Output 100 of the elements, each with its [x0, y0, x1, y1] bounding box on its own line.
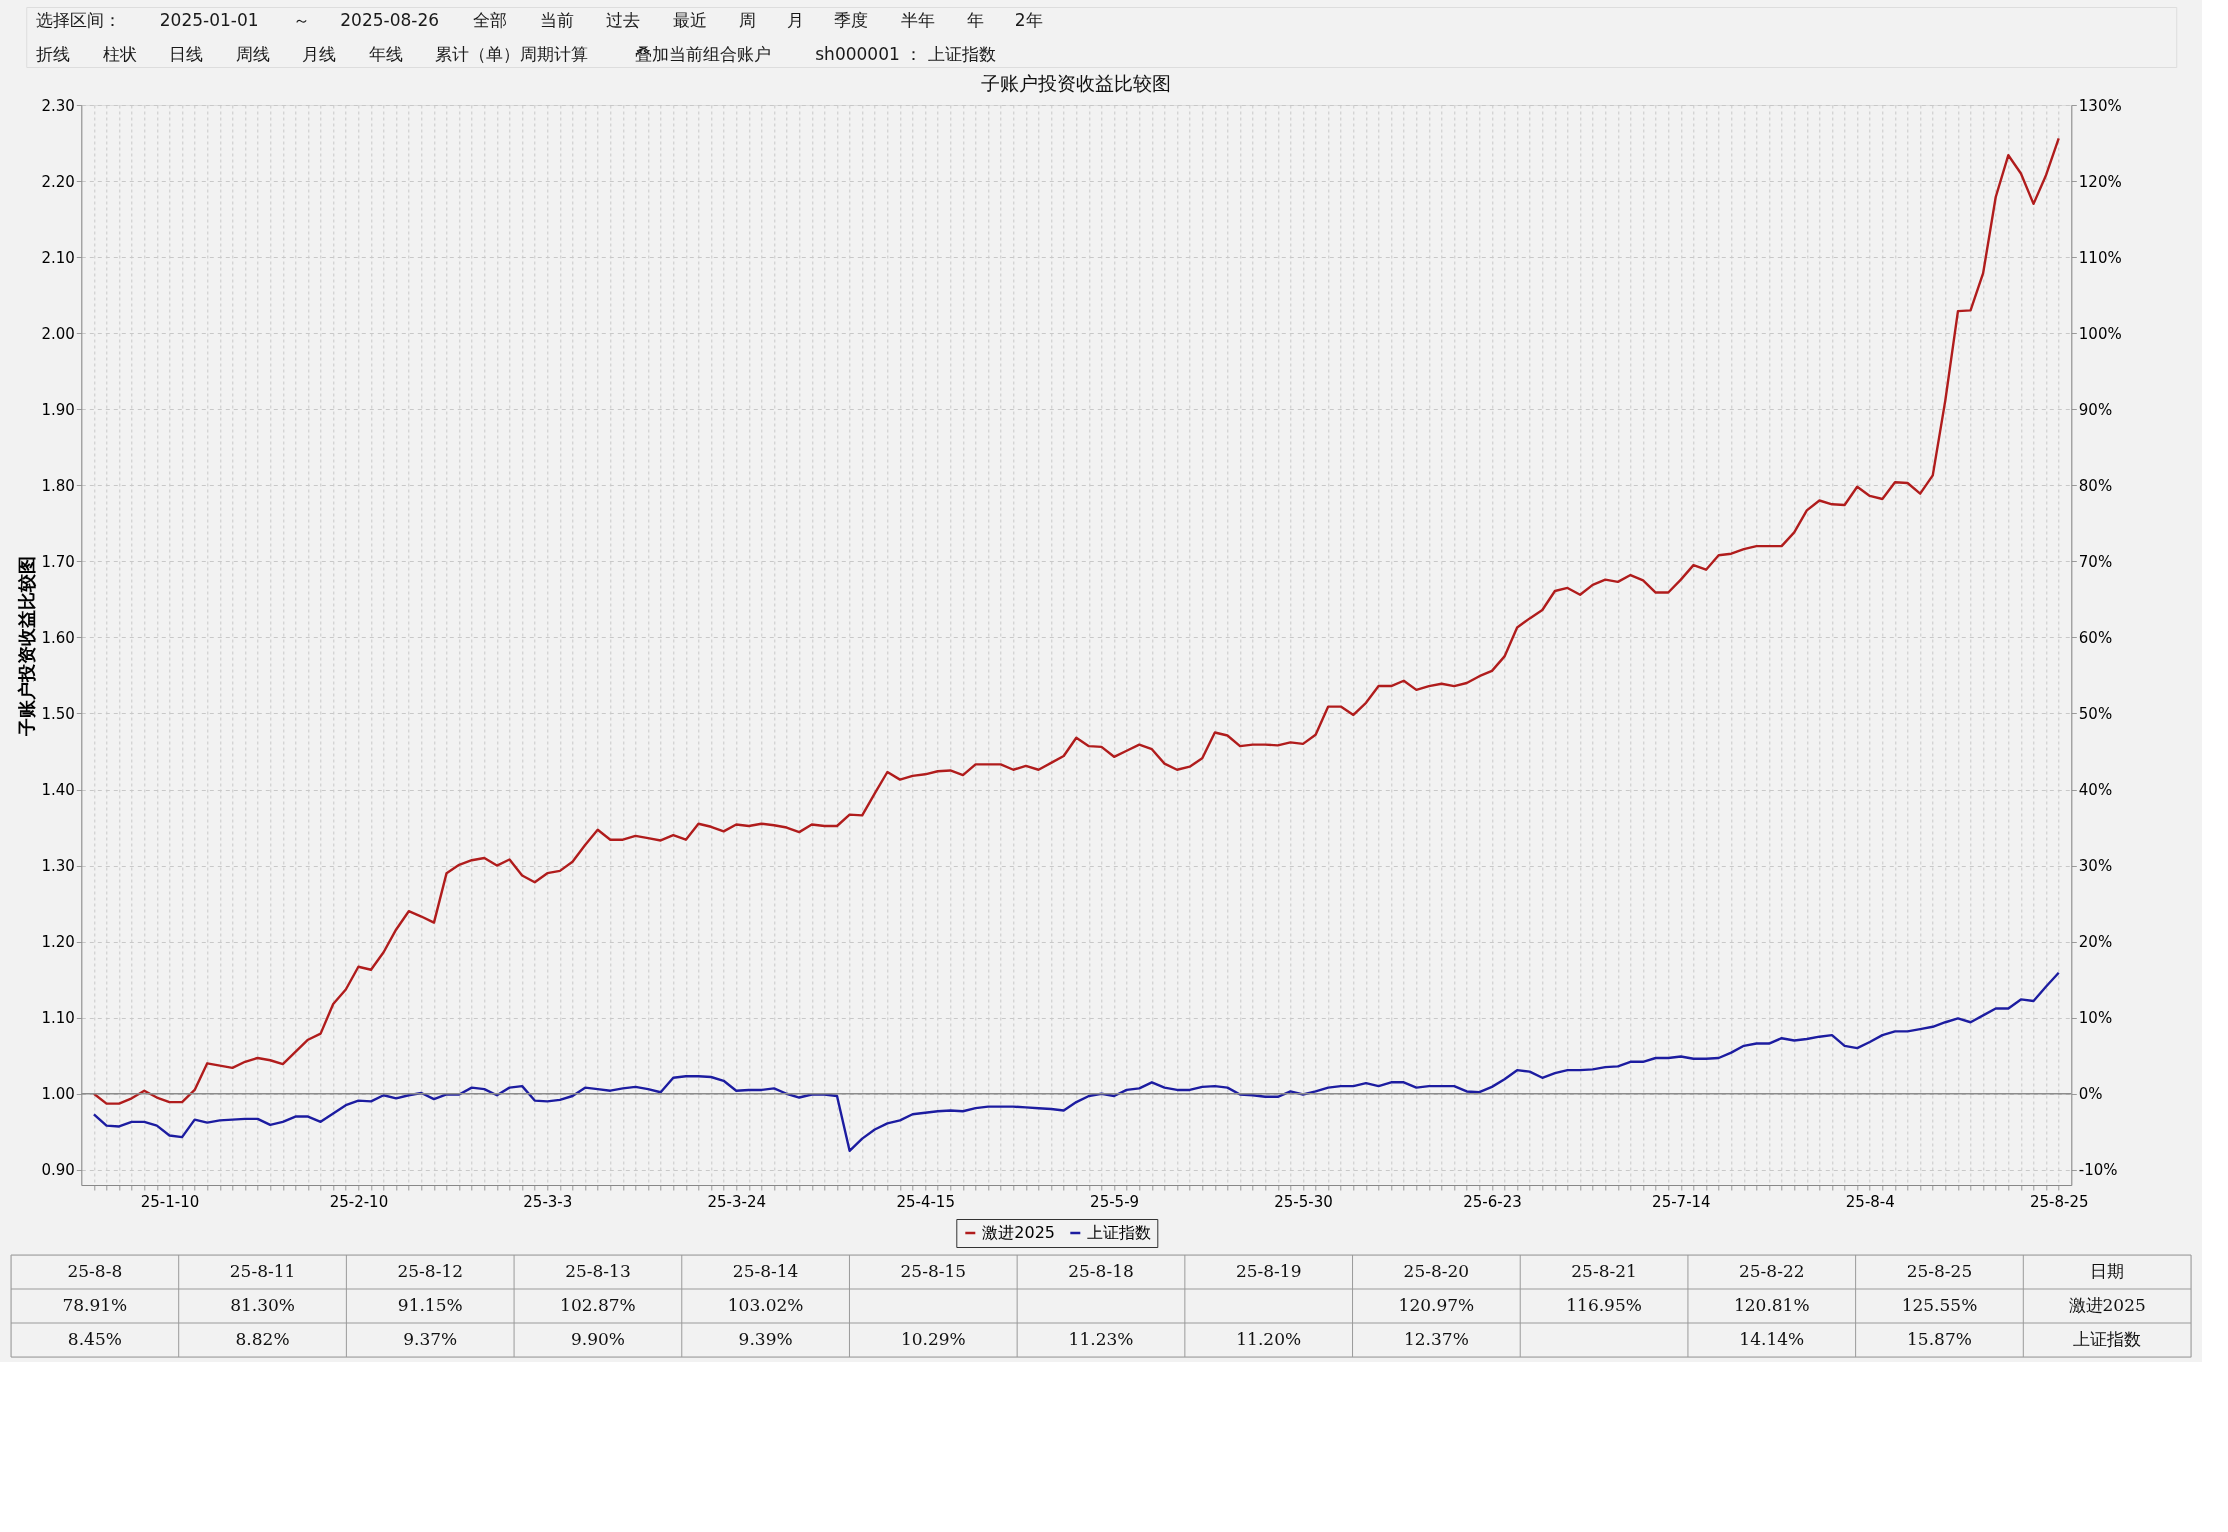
y2-tick-label: 80%	[2078, 476, 2113, 495]
x-tick-label: 25-3-3	[523, 1192, 573, 1211]
y2-tick-label: 120%	[2078, 172, 2122, 191]
data-label: 11.20%	[1236, 1329, 1302, 1349]
y-axis-title: 子账户投资收益比较图	[16, 555, 38, 737]
text: 2025-08-26	[340, 10, 440, 30]
x-tick-label: 25-7-14	[1652, 1192, 1711, 1211]
data-label: 125.55%	[1901, 1295, 1978, 1315]
line-series	[92, 971, 2060, 1152]
data-label: 91.15%	[397, 1295, 463, 1315]
category-label: 25-8-14	[732, 1261, 799, 1281]
data-label: 14.14%	[1739, 1329, 1805, 1349]
text: 最近	[672, 10, 707, 30]
text: 月线	[302, 44, 337, 64]
text: 2年	[1014, 10, 1043, 30]
text: 月	[786, 10, 804, 30]
line-series	[92, 137, 2060, 1105]
data-label: 10.29%	[900, 1329, 966, 1349]
y-tick-label: 0.90	[41, 1161, 75, 1180]
x-tick-label: 25-2-10	[329, 1192, 389, 1211]
y2-tick-label: 10%	[2078, 1009, 2113, 1028]
y-tick-label: 1.70	[41, 552, 75, 571]
y2-tick-label: 100%	[2078, 324, 2122, 343]
x-tick-label: 25-8-4	[1845, 1192, 1895, 1211]
text: 年	[967, 10, 985, 30]
y-tick-label: 2.00	[41, 324, 75, 343]
y2-tick-label: 130%	[2078, 96, 2122, 115]
text: 周线	[235, 44, 270, 64]
text: 选择区间：	[36, 10, 122, 30]
text: 累计（单）周期计算	[435, 44, 589, 64]
text: 2025-01-01	[159, 10, 259, 30]
y2-tick-label: 60%	[2078, 628, 2113, 647]
text: 折线	[36, 44, 71, 64]
y2-tick-label: 0%	[2078, 1085, 2103, 1104]
data-label: 8.82%	[235, 1329, 290, 1349]
text: ～	[292, 10, 310, 30]
x-tick-label: 25-5-9	[1090, 1192, 1140, 1211]
x-tick-label: 25-6-23	[1463, 1192, 1522, 1211]
text: 叠加当前组合账户	[634, 44, 771, 64]
category-label: 25-8-20	[1403, 1261, 1470, 1281]
text: 激进2025	[2068, 1295, 2146, 1315]
data-label: 78.91%	[62, 1295, 128, 1315]
data-label: 120.81%	[1733, 1295, 1810, 1315]
text: 当前	[539, 10, 574, 30]
data-label: 9.90%	[570, 1329, 625, 1349]
text: 年线	[368, 44, 403, 64]
category-label: 25-8-8	[67, 1261, 123, 1281]
category-label: 25-8-21	[1571, 1261, 1637, 1281]
y-tick-label: 1.80	[41, 476, 75, 495]
data-label: 8.45%	[67, 1329, 122, 1349]
y-tick-label: 1.60	[41, 628, 75, 647]
data-label: 103.02%	[727, 1295, 804, 1315]
y-tick-label: 2.10	[41, 248, 75, 267]
x-tick-label: 25-4-15	[896, 1192, 955, 1211]
text: 全部	[473, 10, 508, 30]
data-label: 12.37%	[1403, 1329, 1469, 1349]
data-label: 11.23%	[1068, 1329, 1134, 1349]
x-tick-label: 25-5-30	[1274, 1192, 1333, 1211]
y2-tick-label: 70%	[2078, 552, 2113, 571]
legend-label: 上证指数	[1087, 1223, 1152, 1242]
text: 日期	[2090, 1261, 2125, 1281]
data-label: 9.39%	[738, 1329, 793, 1349]
y2-tick-label: 20%	[2078, 933, 2113, 952]
y-tick-label: 2.30	[41, 96, 75, 115]
y2-tick-label: -10%	[2078, 1161, 2118, 1180]
category-label: 25-8-12	[397, 1261, 464, 1281]
text: 半年	[900, 10, 935, 30]
text: 上证指数	[2073, 1329, 2142, 1349]
y-tick-label: 1.40	[41, 781, 75, 800]
category-label: 25-8-22	[1738, 1261, 1805, 1281]
y-tick-label: 1.50	[41, 704, 75, 723]
text: 过去	[606, 10, 641, 30]
x-tick-label: 25-3-24	[707, 1192, 767, 1211]
text: sh000001 ： 上证指数	[815, 44, 996, 64]
data-label: 120.97%	[1398, 1295, 1475, 1315]
y-tick-label: 1.00	[41, 1085, 75, 1104]
category-label: 25-8-18	[1068, 1261, 1134, 1281]
y-tick-label: 2.20	[41, 172, 75, 191]
data-label: 9.37%	[403, 1329, 458, 1349]
data-label: 116.95%	[1566, 1295, 1642, 1315]
y-tick-label: 1.20	[41, 933, 75, 952]
data-label: 102.87%	[560, 1295, 636, 1315]
category-label: 25-8-11	[229, 1261, 296, 1281]
text: 周	[739, 10, 757, 30]
legend-label: 激进2025	[982, 1223, 1056, 1242]
y-tick-label: 1.30	[41, 857, 75, 876]
x-tick-label: 25-1-10	[140, 1192, 200, 1211]
x-tick-label: 25-8-25	[2029, 1192, 2089, 1211]
category-label: 25-8-15	[900, 1261, 967, 1281]
category-label: 25-8-13	[565, 1261, 631, 1281]
category-label: 25-8-25	[1906, 1261, 1973, 1281]
y-tick-label: 1.10	[41, 1009, 75, 1028]
data-label: 15.87%	[1907, 1329, 1972, 1349]
y2-tick-label: 40%	[2078, 781, 2113, 800]
y2-tick-label: 50%	[2078, 704, 2113, 723]
text: 柱状	[102, 44, 137, 64]
y-tick-label: 1.90	[41, 400, 75, 419]
y2-tick-label: 110%	[2078, 248, 2122, 267]
data-label: 81.30%	[230, 1295, 295, 1315]
y2-tick-label: 30%	[2078, 857, 2113, 876]
